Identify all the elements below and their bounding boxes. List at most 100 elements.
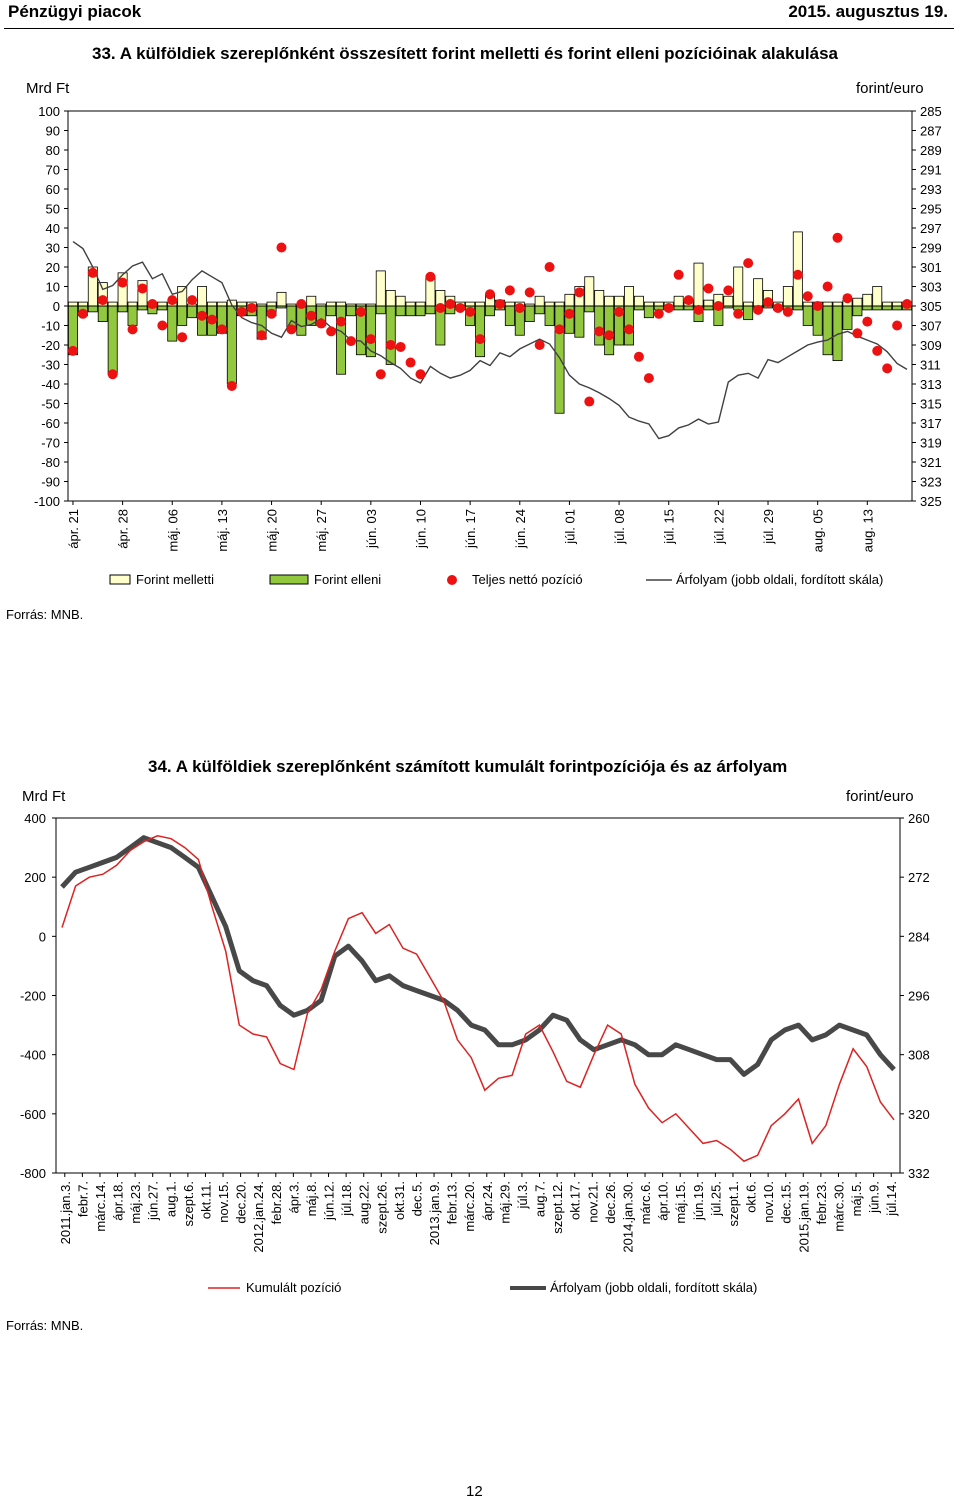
x-tick-label: máj.8. (304, 1181, 319, 1216)
marker-netto (822, 281, 833, 292)
y2-tick-label: 297 (920, 221, 942, 236)
x-tick-label: aug.1. (163, 1181, 178, 1217)
bar-forint-elleni (425, 305, 436, 315)
y2-tick-label: 287 (920, 124, 942, 139)
bar-forint-elleni (117, 305, 128, 313)
marker-netto (772, 302, 783, 313)
y2-tick-label: 315 (920, 397, 942, 412)
bar-forint-elleni (107, 305, 118, 375)
marker-netto (643, 373, 654, 384)
bar-forint-elleni (683, 305, 694, 311)
y-tick-label: -400 (20, 1048, 46, 1063)
x-tick-label: júl. 01 (562, 509, 577, 545)
marker-netto (524, 287, 535, 298)
marker-netto (276, 242, 287, 253)
bar-forint-melletti (415, 301, 426, 307)
y2-tick-label: 293 (920, 182, 942, 197)
y-tick-label: 10 (46, 280, 60, 295)
marker-netto (862, 316, 873, 327)
y-tick-label: 90 (46, 124, 60, 139)
legend-label-forint-elleni: Forint elleni (314, 572, 381, 587)
bar-forint-melletti (653, 301, 664, 307)
y2-tick-label: 305 (920, 299, 942, 314)
bar-forint-elleni (226, 305, 237, 385)
x-tick-label: júl.14. (884, 1181, 899, 1217)
y-tick-label: 400 (24, 811, 46, 826)
x-tick-label: ápr.3. (286, 1181, 301, 1214)
marker-netto (743, 258, 754, 269)
bar-forint-elleni (882, 305, 893, 311)
marker-netto (266, 308, 277, 319)
header-date: 2015. augusztus 19. (788, 2, 948, 21)
y2-tick-label: 272 (908, 870, 930, 885)
marker-netto (97, 295, 108, 306)
y-tick-label: 100 (38, 104, 60, 119)
chart33-plot: 1009080706050403020100-10-20-30-40-50-60… (34, 104, 942, 587)
chart34-right-unit: forint/euro (846, 788, 914, 805)
x-tick-label: máj. 20 (265, 509, 280, 552)
bar-forint-elleni (872, 305, 883, 311)
y-tick-label: 80 (46, 143, 60, 158)
bar-forint-elleni (802, 305, 813, 326)
y-tick-label: 200 (24, 870, 46, 885)
x-tick-label: júl.25. (708, 1181, 723, 1217)
x-tick-label: márc.6. (638, 1181, 653, 1224)
x-tick-label: máj. 06 (165, 509, 180, 552)
bar-forint-elleni (127, 305, 138, 326)
x-tick-label: okt.17. (568, 1181, 583, 1220)
marker-netto (236, 306, 247, 317)
marker-netto (216, 324, 227, 335)
bar-forint-melletti (743, 301, 754, 307)
bar-forint-melletti (554, 301, 565, 307)
chart33-legend: Forint melletti Forint elleni Teljes net… (109, 572, 883, 587)
line-arfolyam-34 (60, 835, 896, 1077)
legend-swatch-forint-melletti (109, 574, 131, 585)
chart34-plot: 400 200 0 -200 -400 -600 -800 260 272 284 296 308 32… (20, 811, 930, 1295)
y2-tick-label: 303 (920, 280, 942, 295)
marker-netto (206, 314, 217, 325)
x-tick-label: szept.12. (550, 1181, 565, 1234)
x-tick-label: aug.7. (533, 1181, 548, 1217)
x-tick-label: dec.26. (603, 1181, 618, 1224)
bar-forint-melletti (862, 293, 873, 307)
x-tick-label: aug.22. (357, 1181, 372, 1224)
x-tick-label: máj.23. (128, 1181, 143, 1224)
y2-tick-label: 320 (908, 1107, 930, 1122)
y2-tick-label: 317 (920, 416, 942, 431)
marker-netto (842, 293, 853, 304)
marker-netto (425, 271, 436, 282)
y-tick-label: -40 (41, 377, 60, 392)
marker-netto (77, 308, 88, 319)
bar-forint-melletti (207, 301, 217, 307)
bar-forint-elleni (167, 305, 178, 342)
marker-netto (802, 291, 813, 302)
y2-tick-label: 295 (920, 202, 942, 217)
bar-forint-melletti (693, 262, 704, 307)
marker-netto (117, 277, 128, 288)
marker-netto (564, 308, 575, 319)
y-tick-label: 0 (53, 299, 60, 314)
x-tick-label: aug. 05 (811, 509, 826, 552)
bar-forint-melletti (276, 291, 287, 307)
x-tick-label: jún. 03 (364, 509, 379, 549)
x-tick-label: 2015.jan.19. (796, 1181, 811, 1253)
x-tick-label: jún.9. (867, 1181, 882, 1214)
x-tick-label: febr.23. (814, 1181, 829, 1224)
marker-netto (306, 310, 317, 321)
marker-netto (485, 289, 495, 300)
x-tick-label: júl.18. (339, 1181, 354, 1217)
marker-netto (157, 320, 168, 331)
x-tick-label: okt.11. (198, 1181, 213, 1219)
bar-forint-melletti (127, 301, 138, 307)
bar-forint-melletti (197, 286, 208, 307)
x-tick-label: 2013.jan.9. (427, 1181, 442, 1245)
x-tick-label: szept.1. (726, 1181, 741, 1227)
bar-forint-elleni (177, 305, 188, 326)
marker-netto (852, 328, 863, 339)
x-tick-label: nov.21. (585, 1181, 600, 1223)
marker-netto (127, 324, 138, 335)
marker-netto (435, 302, 446, 313)
marker-netto (167, 295, 178, 306)
bar-forint-melletti (892, 301, 903, 307)
marker-netto (683, 295, 694, 306)
